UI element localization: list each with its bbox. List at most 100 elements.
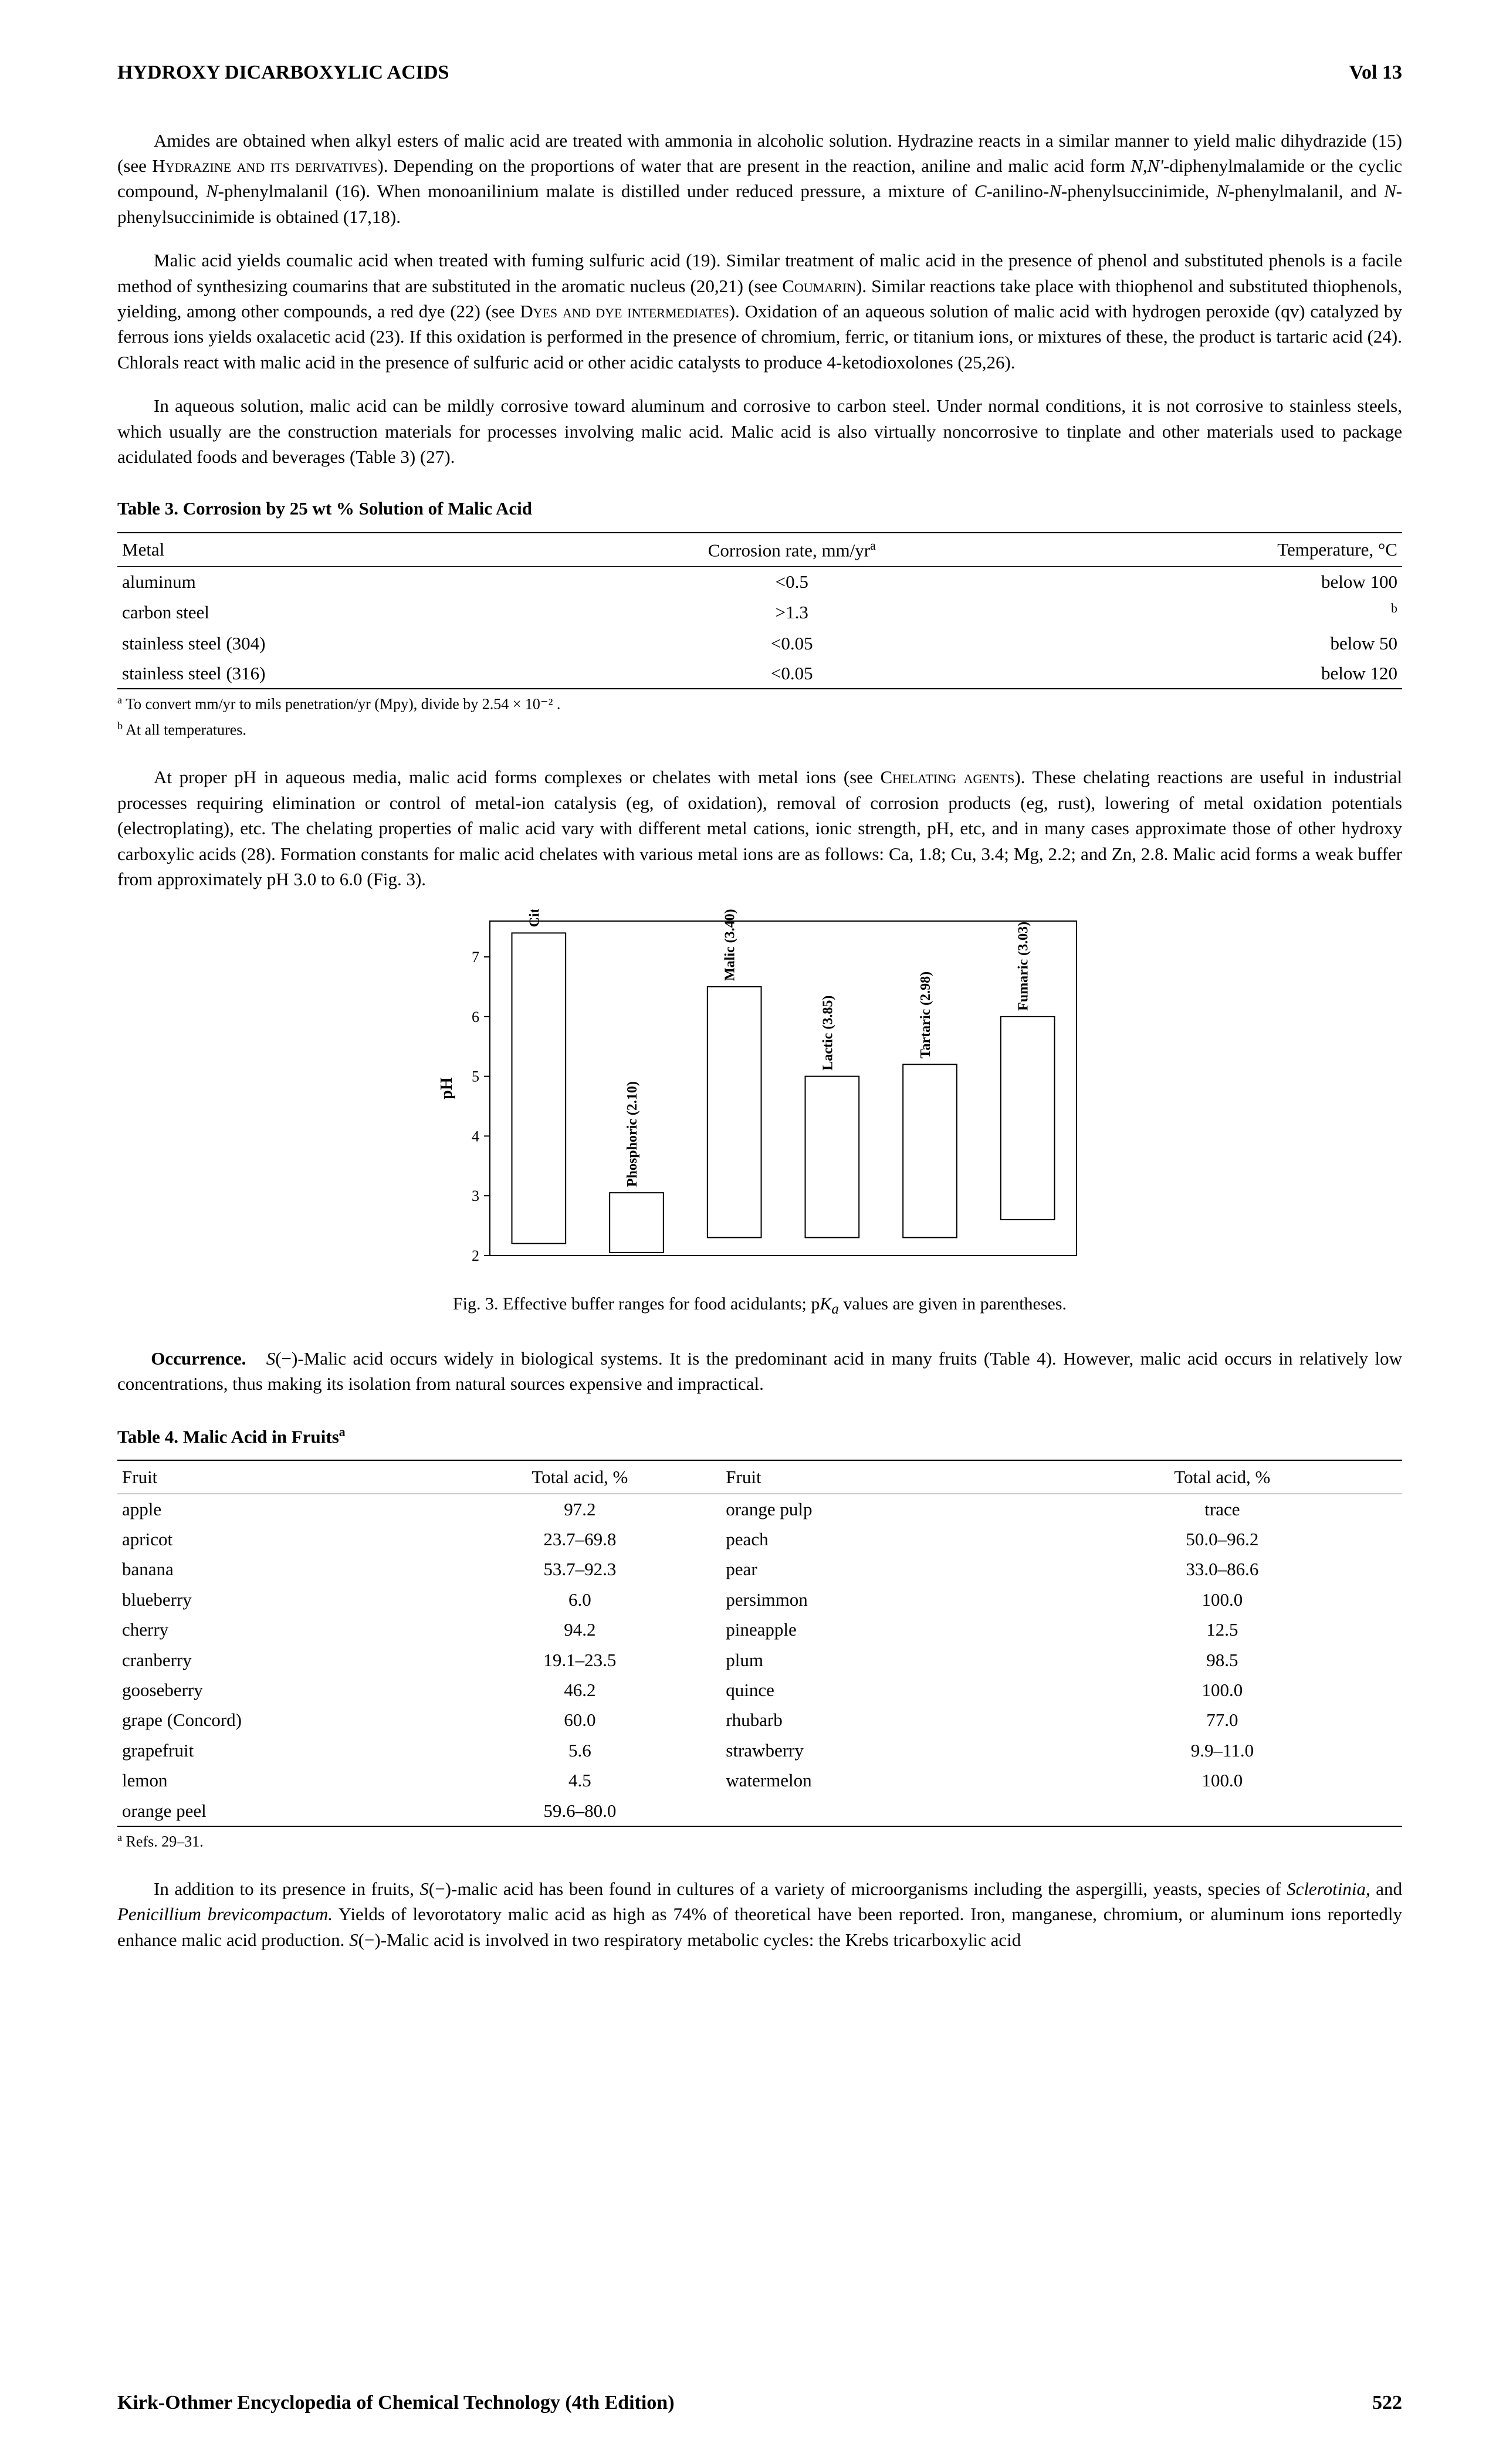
svg-text:3: 3 [472, 1188, 479, 1205]
table4-cell: banana [117, 1554, 439, 1584]
table4-cell: plum [721, 1645, 1043, 1675]
table3-footnote-a: a To convert mm/yr to mils penetration/y… [117, 693, 1402, 715]
table4: Fruit Total acid, % Fruit Total acid, % … [117, 1460, 1402, 1827]
table4-cell: 50.0–96.2 [1043, 1524, 1402, 1554]
header-title: HYDROXY DICARBOXYLIC ACIDS [117, 59, 449, 87]
table4-cell: 5.6 [439, 1735, 722, 1765]
figure3-caption: Fig. 3. Effective buffer ranges for food… [117, 1292, 1402, 1319]
crossref: Chelating agents [880, 767, 1014, 787]
body-paragraph: At proper pH in aqueous media, malic aci… [117, 764, 1402, 892]
table3-metal: stainless steel (316) [117, 658, 567, 689]
table4-title: Table 4. Malic Acid in Fruitsa [117, 1423, 1402, 1450]
text: -phenylsuccinimide, [1061, 181, 1217, 201]
table4-cell: 100.0 [1043, 1585, 1402, 1615]
table4-cell: cranberry [117, 1645, 439, 1675]
occurrence-heading: Occurrence. [151, 1348, 246, 1369]
table4-cell: cherry [117, 1615, 439, 1644]
table4-col4: Total acid, % [1174, 1467, 1270, 1487]
table3-temp: below 50 [1017, 628, 1402, 658]
table4-cell: 19.1–23.5 [439, 1645, 722, 1675]
table4-cell: lemon [117, 1765, 439, 1795]
table4-cell: 98.5 [1043, 1645, 1402, 1675]
table3: Metal Corrosion rate, mm/yra Temperature… [117, 532, 1402, 690]
table4-cell: gooseberry [117, 1675, 439, 1705]
chem-italic: S [349, 1930, 358, 1950]
table3-rate: <0.05 [567, 628, 1017, 658]
table4-cell: 100.0 [1043, 1765, 1402, 1795]
table3-col2: Corrosion rate, mm/yr [708, 540, 870, 560]
table4-cell: grapefruit [117, 1735, 439, 1765]
table3-col3: Temperature, °C [1277, 539, 1397, 560]
svg-text:Lactic (3.85): Lactic (3.85) [820, 996, 835, 1071]
table4-cell: 94.2 [439, 1615, 722, 1644]
text: (−)-Malic acid occurs widely in biologic… [117, 1348, 1402, 1394]
figure3: 234567pHCitric (3.09)Phosphoric (2.10)Ma… [117, 909, 1402, 1280]
table4-col1: Fruit [122, 1467, 157, 1487]
table4-col2: Total acid, % [532, 1467, 628, 1487]
table4-cell: 12.5 [1043, 1615, 1402, 1644]
table4-cell: trace [1043, 1494, 1402, 1524]
table3-temp: below 120 [1017, 658, 1402, 689]
svg-text:Citric (3.09): Citric (3.09) [527, 909, 542, 927]
species-italic: Sclerotinia, [1287, 1879, 1370, 1899]
chem-italic: N [1216, 181, 1228, 201]
svg-text:4: 4 [472, 1128, 479, 1145]
table4-cell: 6.0 [439, 1585, 722, 1615]
table4-cell: 33.0–86.6 [1043, 1554, 1402, 1584]
table3-rate: >1.3 [567, 597, 1017, 628]
table4-cell: 23.7–69.8 [439, 1524, 722, 1554]
table4-cell: 59.6–80.0 [439, 1796, 722, 1826]
body-paragraph: Malic acid yields coumalic acid when tre… [117, 248, 1402, 375]
table4-cell: orange peel [117, 1796, 439, 1826]
svg-text:6: 6 [472, 1008, 479, 1025]
footer-page: 522 [1372, 2389, 1402, 2417]
table4-col3: Fruit [726, 1467, 761, 1487]
body-paragraph: In aqueous solution, malic acid can be m… [117, 393, 1402, 469]
table3-temp: b [1017, 597, 1402, 628]
table4-cell [721, 1796, 1043, 1826]
crossref: Dyes and dye intermediates [520, 301, 729, 321]
table4-footnote: a Refs. 29–31. [117, 1830, 1402, 1853]
svg-text:7: 7 [472, 949, 479, 966]
table4-cell [1043, 1796, 1402, 1826]
table3-temp: below 100 [1017, 567, 1402, 597]
chem-italic: N [206, 181, 218, 201]
table4-cell: rhubarb [721, 1705, 1043, 1735]
table4-cell: 100.0 [1043, 1675, 1402, 1705]
svg-text:pH: pH [438, 1077, 456, 1099]
table3-col2-sup: a [870, 539, 876, 553]
crossref: Coumarin [782, 276, 856, 296]
text: -anilino- [986, 181, 1049, 201]
chem-italic: N,N' [1131, 155, 1163, 176]
text: -phenylmalanil (16). When monoanilinium … [218, 181, 974, 201]
table4-cell: quince [721, 1675, 1043, 1705]
occurrence-paragraph: Occurrence. S(−)-Malic acid occurs widel… [117, 1346, 1402, 1397]
table4-cell: apricot [117, 1524, 439, 1554]
text: (−)-Malic acid is involved in two respir… [358, 1930, 1021, 1950]
text: (−)-malic acid has been found in culture… [429, 1879, 1287, 1899]
crossref: Hydrazine and its derivatives [152, 155, 377, 176]
svg-text:Phosphoric (2.10): Phosphoric (2.10) [625, 1081, 640, 1187]
table4-cell: 77.0 [1043, 1705, 1402, 1735]
svg-text:Tartaric (2.98): Tartaric (2.98) [918, 972, 933, 1058]
table4-cell: 9.9–11.0 [1043, 1735, 1402, 1765]
table4-cell: 4.5 [439, 1765, 722, 1795]
chem-italic: C [974, 181, 987, 201]
text: At proper pH in aqueous media, malic aci… [154, 767, 880, 787]
page-header: HYDROXY DICARBOXYLIC ACIDS Vol 13 [117, 59, 1402, 87]
table4-cell: blueberry [117, 1585, 439, 1615]
table3-rate: <0.05 [567, 658, 1017, 689]
chem-italic: S [266, 1348, 276, 1369]
chem-italic: S [419, 1879, 429, 1899]
table3-title: Table 3. Corrosion by 25 wt % Solution o… [117, 496, 1402, 521]
body-paragraph: In addition to its presence in fruits, S… [117, 1876, 1402, 1952]
table4-cell: pineapple [721, 1615, 1043, 1644]
table4-cell: 53.7–92.3 [439, 1554, 722, 1584]
table4-cell: pear [721, 1554, 1043, 1584]
svg-text:2: 2 [472, 1247, 479, 1264]
chem-italic: N [1049, 181, 1061, 201]
text: ). Depending on the proportions of water… [377, 155, 1131, 176]
table4-cell: 46.2 [439, 1675, 722, 1705]
table3-footnote-b: b At all temperatures. [117, 719, 1402, 741]
species-italic: Penicillium brevicompactum. [117, 1904, 333, 1924]
